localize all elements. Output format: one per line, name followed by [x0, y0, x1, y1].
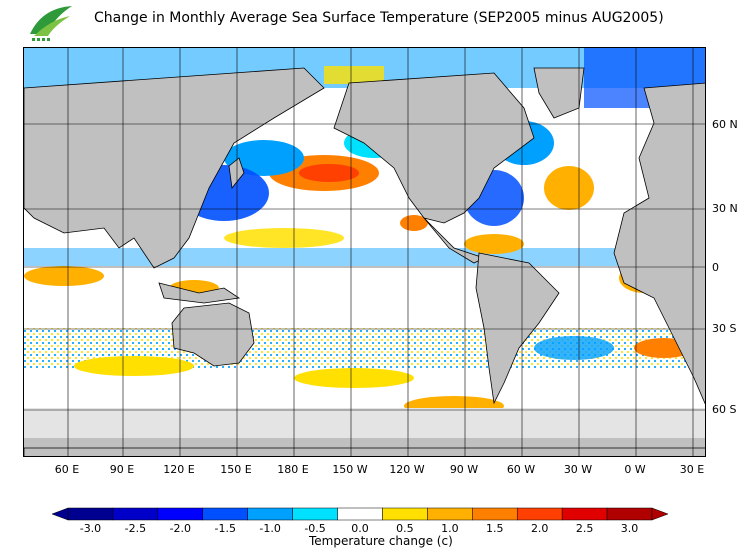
colorbar-tick-label: -2.0 [169, 522, 192, 535]
colorbar-tick-label: 0.5 [396, 522, 414, 535]
lon-label-150e: 150 E [220, 463, 252, 476]
lon-label-30w: 30 W [563, 463, 593, 476]
green-leaf-logo [30, 6, 72, 41]
lon-label-90w: 90 W [449, 463, 479, 476]
lon-label-120e: 120 E [163, 463, 195, 476]
colorbar-tick-label: -0.5 [304, 522, 326, 535]
colorbar-tick-label: 2.5 [575, 522, 594, 535]
colorbar-label: Temperature change (c) [309, 534, 453, 548]
land-masses [24, 67, 705, 456]
colorbar-segment [247, 507, 293, 521]
sst-change-map [23, 47, 706, 457]
colorbar-segment [561, 507, 608, 521]
lat-label-60s: 60 S [712, 403, 737, 416]
colorbar-tick-label: 0.0 [351, 522, 369, 535]
lon-label-30e: 30 E [679, 463, 705, 476]
colorbar-segment [472, 507, 518, 521]
colorbar-segment [67, 507, 114, 521]
lon-label-60e: 60 E [54, 463, 80, 476]
lon-label-180e: 180 E [277, 463, 309, 476]
temperature-colorbar [51, 507, 669, 521]
colorbar-tick-label: 2.0 [530, 522, 549, 535]
colorbar-segment [112, 507, 159, 521]
colorbar-tick-label: -1.0 [259, 522, 281, 535]
lon-label-120w: 120 W [389, 463, 425, 476]
graticule [24, 48, 705, 456]
colorbar-right-arrow [651, 507, 669, 521]
colorbar-tick-label: -2.5 [124, 522, 147, 535]
colorbar-segment [516, 507, 563, 521]
colorbar-segment [606, 507, 653, 521]
colorbar-segment [382, 507, 428, 521]
lat-label-equator: 0 [712, 261, 719, 274]
colorbar-tick-label: -1.5 [214, 522, 236, 535]
colorbar-tick-label: 1.0 [441, 522, 459, 535]
map-title: Change in Monthly Average Sea Surface Te… [94, 10, 664, 26]
colorbar-segment [157, 507, 204, 521]
colorbar-segment [202, 507, 248, 521]
colorbar-segment [427, 507, 473, 521]
lon-label-90e: 90 E [109, 463, 135, 476]
colorbar-segment [337, 507, 383, 521]
lon-label-150w: 150 W [332, 463, 368, 476]
lat-label-30n: 30 N [712, 202, 738, 215]
colorbar-left-arrow [51, 507, 69, 521]
colorbar-tick-label: 1.5 [486, 522, 504, 535]
lon-label-0w: 0 W [624, 463, 646, 476]
lon-label-60w: 60 W [506, 463, 536, 476]
colorbar-segment [292, 507, 338, 521]
lat-label-30s: 30 S [712, 322, 737, 335]
colorbar-tick-label: -3.0 [79, 522, 102, 535]
lat-label-60n: 60 N [712, 118, 738, 131]
colorbar-tick-label: 3.0 [620, 522, 639, 535]
